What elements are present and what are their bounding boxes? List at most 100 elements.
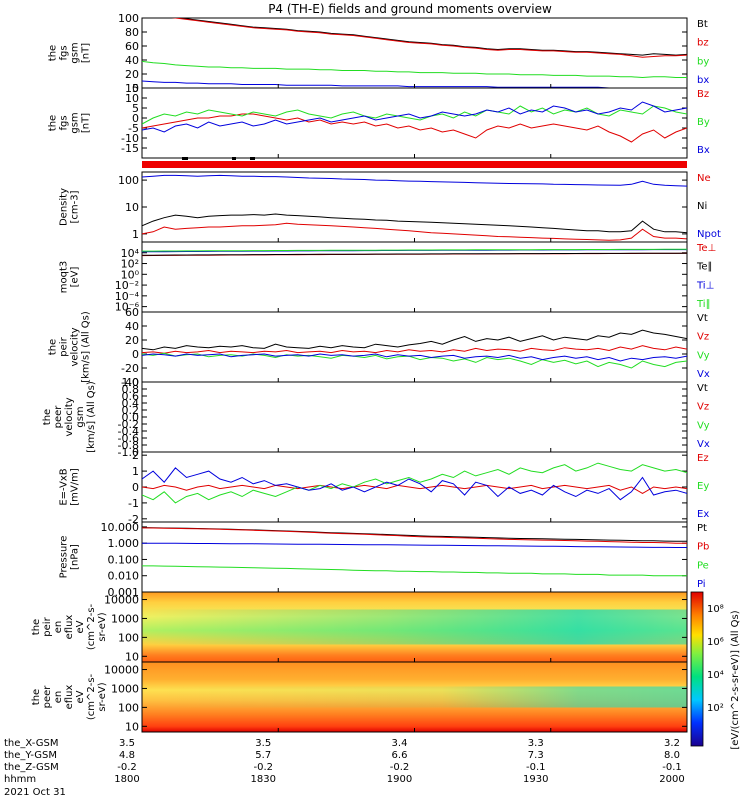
footer-value: 1830 [251,774,276,785]
series-line [142,252,687,256]
y-tick-label: 60 [125,306,139,319]
panel-frame [141,381,688,453]
legend-entry: Vt [697,383,708,394]
legend-entry: Bz [697,89,709,100]
panel-frame [141,451,688,523]
y-tick-label: 10000 [104,594,139,607]
y-tick-label: 10⁰ [121,268,140,281]
y-axis-label: en [53,621,64,634]
y-tick-label: -2 [128,513,139,526]
series-line [142,353,687,362]
y-tick-label: -10 [121,132,139,145]
y-axis-label: [eV] [70,267,81,288]
y-tick-label: 5 [132,102,139,115]
y-tick-label: -1 [128,497,139,510]
y-tick-label: -40 [121,376,139,389]
series-group [142,248,687,257]
quality-flag-mark [232,157,236,160]
series-line [142,222,687,241]
series-group [142,462,687,504]
footer-value: -0.2 [117,762,137,773]
y-axis-label: eflux [64,615,75,640]
y-axis-label: [cm-3] [70,190,81,223]
y-tick-label: 0 [132,481,139,494]
y-tick-label: -0.2 [118,418,139,431]
y-axis-label: eV [75,620,86,633]
y-axis-label: [nPa] [70,544,81,570]
y-tick-label: 10 [125,650,139,663]
y-axis-label: velocity [64,397,75,436]
y-axis-label: the [48,339,59,355]
footer-row-label: hhmm [4,774,36,785]
footer-value: 7.3 [528,750,544,761]
footer-value: 3.2 [664,738,680,749]
footer-value: 1900 [387,774,412,785]
y-tick-label: 0.001 [108,586,140,599]
series-group [142,174,687,241]
y-tick-label: 1.000 [108,537,140,550]
legend-entry: Vy [697,350,710,361]
legend-entry: Ez [697,453,709,464]
legend-entry: Vx [697,369,710,380]
colorbar-tick-label: 10⁶ [707,637,724,648]
y-axis-label: [nT] [81,113,92,133]
legend-entry: bz [697,38,709,49]
panel-frame [141,241,688,313]
series-line [142,101,687,133]
legend-entry: Bt [697,19,708,30]
y-axis-label: gsm [70,42,81,63]
legend-entry: By [697,117,710,128]
y-tick-label: 1000 [111,682,139,695]
colorbar: 10⁸ 10⁶ 10⁴ 10² [eV/(cm^2-s-sr-eV)] (All… [690,591,741,750]
y-tick-label: 1 [132,465,139,478]
y-tick-label: 20 [125,334,139,347]
y-axis-label: moqt3 [59,261,70,294]
series-group [142,329,687,369]
y-tick-label: 10 [125,201,139,214]
series-line [142,345,687,354]
y-tick-label: 0 [132,348,139,361]
series-line [142,329,687,351]
footer-row-label: the_X-GSM [4,738,58,749]
y-axis-label: fgs [59,45,70,60]
footer-value: 5.7 [255,750,271,761]
legend-entry: Pt [697,523,707,534]
legend-entry: Vt [697,313,708,324]
legend-entry: Vz [697,402,709,413]
y-axis-label: Density [59,188,70,226]
y-tick-label: 0 [132,82,139,95]
y-axis-label: E=-VxB [59,468,70,505]
footer-value: 1800 [114,774,139,785]
quality-flag-mark [182,157,188,160]
series-group [142,527,687,577]
y-tick-label: 10⁻² [115,279,139,292]
y-axis-label: eV [75,690,86,703]
legend-entry: Pe [697,560,709,571]
y-axis-label: [mV/m] [70,468,81,506]
y-axis-label: the [42,409,53,425]
legend-entry: Te∥ [696,262,713,273]
y-axis-label: the [48,45,59,61]
footer-value: 2000 [659,774,684,785]
y-tick-label: -20 [121,362,139,375]
y-tick-label: 10.000 [101,521,140,534]
y-tick-label: 60 [125,40,139,53]
footer-value: 8.0 [664,750,680,761]
series-line [142,484,687,494]
y-axis-label: sr-eV) [97,682,108,711]
footer-value: 3.5 [119,738,135,749]
spectrogram-band [142,686,687,708]
series-line [142,467,687,501]
legend-entry: Ti⊥ [696,280,714,291]
legend-entry: Ey [697,481,709,492]
y-tick-label: 1.0 [122,376,140,389]
y-tick-label: 40 [125,320,139,333]
series-line [142,113,687,143]
y-axis-label: velocity [70,327,81,366]
y-axis-label: Pressure [59,536,70,579]
footer-row-label: the_Z-GSM [4,762,59,773]
y-tick-label: -0.4 [118,425,139,438]
y-tick-label: -15 [121,142,139,155]
